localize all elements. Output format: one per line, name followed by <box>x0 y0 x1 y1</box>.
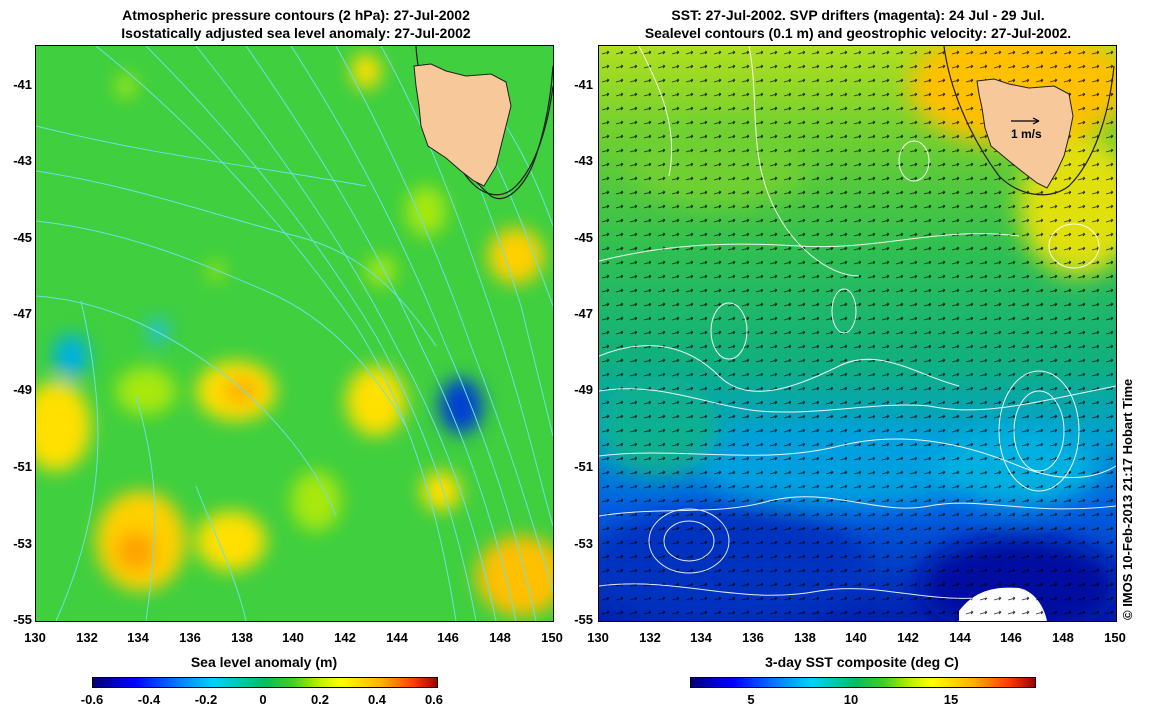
y-tick: -41 <box>574 77 593 92</box>
y-tick: -53 <box>13 536 32 551</box>
velocity-scale-label: 1 m/s <box>1011 127 1042 141</box>
sst-svg: 1 m/s <box>599 46 1116 621</box>
x-tick: 138 <box>231 630 253 645</box>
x-tick: 146 <box>1000 630 1022 645</box>
x-tick: 138 <box>794 630 816 645</box>
left-colorbar-label: Sea level anomaly (m) <box>190 654 338 670</box>
x-tick: 144 <box>949 630 971 645</box>
y-tick: -49 <box>574 382 593 397</box>
colorbar-tick: 0.2 <box>310 692 330 707</box>
y-tick: -43 <box>13 153 32 168</box>
sst-colorbar <box>690 677 1036 688</box>
colorbar-tick: 5 <box>747 692 755 707</box>
bathymetry-line-right <box>943 46 1115 196</box>
colorbar-tick: -0.6 <box>80 692 104 707</box>
sea-level-colorbar <box>92 677 438 688</box>
y-tick: -47 <box>574 306 593 321</box>
y-tick: -43 <box>574 153 593 168</box>
y-tick: -51 <box>574 459 593 474</box>
x-tick: 146 <box>437 630 459 645</box>
tasmania-land-right <box>976 78 1074 189</box>
sst-map: 1 m/s <box>598 45 1117 622</box>
x-tick: 136 <box>742 630 764 645</box>
left-title-line1: Atmospheric pressure contours (2 hPa): 2… <box>122 7 470 23</box>
right-title-line2: Sealevel contours (0.1 m) and geostrophi… <box>644 25 1072 41</box>
x-tick: 150 <box>541 630 563 645</box>
velocity-scale-arrow: 1 m/s <box>1011 117 1042 141</box>
x-tick: 148 <box>489 630 511 645</box>
y-tick: -49 <box>13 382 32 397</box>
y-tick: -51 <box>13 459 32 474</box>
x-tick: 144 <box>386 630 408 645</box>
x-tick: 140 <box>845 630 867 645</box>
x-tick: 130 <box>24 630 46 645</box>
x-tick: 132 <box>76 630 98 645</box>
right-map-title: SST: 27-Jul-2002. SVP drifters (magenta)… <box>598 6 1118 42</box>
x-tick: 130 <box>587 630 609 645</box>
y-tick: -41 <box>13 77 32 92</box>
x-tick: 142 <box>334 630 356 645</box>
colorbar-tick: 0.6 <box>424 692 444 707</box>
y-tick: -45 <box>13 230 32 245</box>
x-tick: 140 <box>282 630 304 645</box>
sea-level-anomaly-map <box>35 45 554 622</box>
y-tick: -47 <box>13 306 32 321</box>
x-tick: 134 <box>127 630 149 645</box>
colorbar-tick: 0.4 <box>367 692 387 707</box>
tasmania-land <box>413 63 512 187</box>
imos-credit: © IMOS 10-Feb-2013 21:17 Hobart Time <box>1120 378 1135 620</box>
colorbar-tick: -0.4 <box>137 692 161 707</box>
x-tick: 136 <box>179 630 201 645</box>
y-tick: -55 <box>13 612 32 627</box>
colorbar-tick: 10 <box>843 692 859 707</box>
colorbar-tick: 0 <box>259 692 267 707</box>
y-tick: -53 <box>574 536 593 551</box>
colorbar-tick: 15 <box>943 692 959 707</box>
right-colorbar-label: 3-day SST composite (deg C) <box>765 654 959 670</box>
x-tick: 148 <box>1052 630 1074 645</box>
x-tick: 132 <box>639 630 661 645</box>
x-tick: 142 <box>897 630 919 645</box>
y-tick: -45 <box>574 230 593 245</box>
right-title-line1: SST: 27-Jul-2002. SVP drifters (magenta)… <box>671 7 1045 23</box>
anomaly-blobs <box>36 53 553 616</box>
sea-level-anomaly-svg <box>36 46 553 621</box>
left-title-line2: Isostatically adjusted sea level anomaly… <box>121 25 471 41</box>
y-tick: -55 <box>574 612 593 627</box>
x-tick: 150 <box>1104 630 1126 645</box>
x-tick: 134 <box>690 630 712 645</box>
colorbar-tick: -0.2 <box>194 692 218 707</box>
left-map-title: Atmospheric pressure contours (2 hPa): 2… <box>35 6 557 42</box>
sealevel-contours <box>599 46 1116 599</box>
